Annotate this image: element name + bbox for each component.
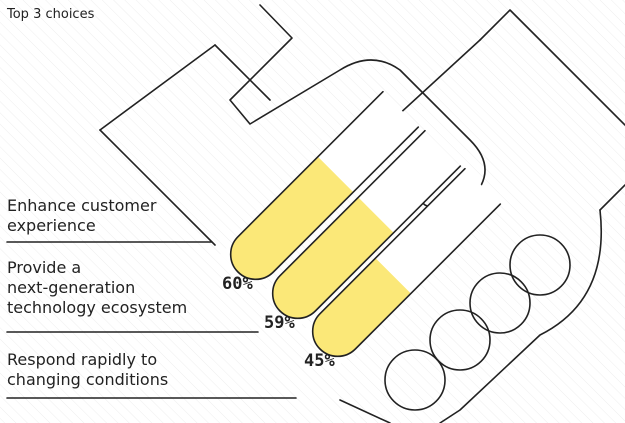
handshake-outline	[99, 4, 625, 423]
category-label: Enhance customer experience	[7, 196, 157, 235]
value-label: 59%	[264, 313, 295, 333]
bar	[220, 156, 354, 290]
value-label: 60%	[222, 274, 253, 294]
finger-outline	[229, 90, 420, 281]
bar	[262, 197, 394, 329]
bar	[302, 258, 411, 367]
subtitle: Top 3 choices	[7, 7, 95, 22]
finger	[220, 90, 420, 290]
category-label: Respond rapidly to changing conditions	[7, 350, 169, 389]
category-label: Provide a next-generation technology eco…	[7, 258, 188, 317]
finger	[302, 167, 502, 367]
finger-outline	[311, 167, 502, 358]
finger	[262, 129, 462, 329]
value-label: 45%	[304, 351, 335, 371]
finger-outline	[271, 129, 462, 320]
